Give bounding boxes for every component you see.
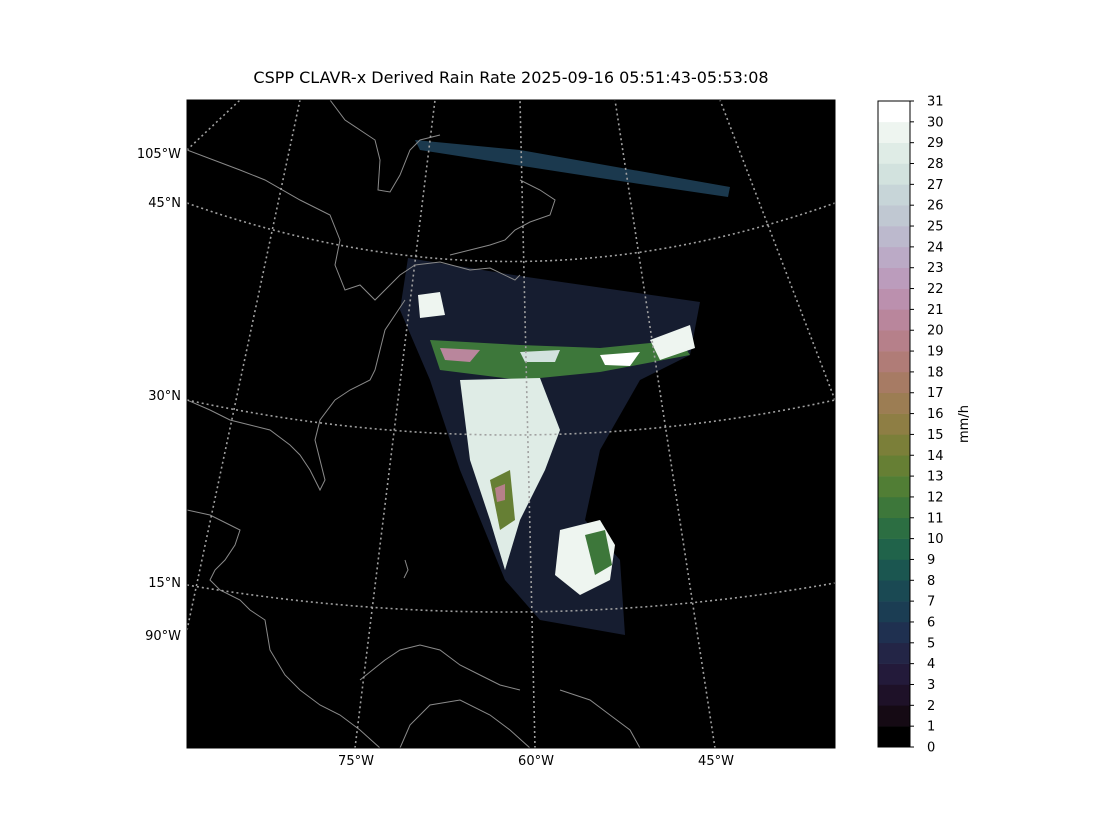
colorbar-bin-1 [878, 705, 910, 727]
lat-label-45n: 45°N [148, 196, 181, 211]
lat-label-15n: 15°N [148, 576, 181, 591]
lat-15 [187, 582, 835, 613]
colorbar-bin-12 [878, 476, 910, 498]
colorbar-bin-4 [878, 642, 910, 664]
lon-label-60w: 60°W [518, 754, 554, 769]
colorbar-tick-label: 9 [927, 553, 935, 568]
colorbar-frame [877, 100, 911, 748]
colorbar-tick-label: 28 [927, 157, 944, 172]
lat-30 [187, 399, 835, 436]
colorbar-tick-label: 19 [927, 345, 944, 360]
graticule [187, 100, 835, 748]
colorbar-bin-10 [878, 517, 910, 539]
colorbar-tick-label: 15 [927, 428, 944, 443]
colorbar-tick-label: 11 [927, 511, 944, 526]
colorbar-bin-8 [878, 559, 910, 581]
colorbar-tick-label: 21 [927, 303, 944, 318]
colorbar-label: mm/h [957, 405, 972, 443]
colorbar-bin-13 [878, 455, 910, 477]
colorbar-bin-21 [878, 288, 910, 310]
colorbar-bin-27 [878, 163, 910, 185]
colorbar-tick-label: 30 [927, 115, 944, 130]
colorbar-tick-label: 5 [927, 636, 935, 651]
colorbar-tick-label: 23 [927, 261, 944, 276]
colorbar-tick-label: 25 [927, 220, 944, 235]
colorbar-bin-23 [878, 246, 910, 269]
colorbar-tick-label: 29 [927, 136, 944, 151]
colorbar-tick-label: 20 [927, 324, 944, 339]
lon-label-105w: 105°W [137, 147, 181, 162]
colorbar-bin-19 [878, 330, 910, 352]
colorbar-bin-17 [878, 371, 910, 394]
chart-title: CSPP CLAVR-x Derived Rain Rate 2025-09-1… [253, 68, 769, 87]
lon-label-45w: 45°W [698, 754, 734, 769]
colorbar-bin-22 [878, 267, 910, 289]
colorbar-tick-label: 17 [927, 386, 944, 401]
colorbar-tick-label: 31 [927, 95, 944, 110]
lat-45 [187, 202, 835, 263]
colorbar-bin-16 [878, 392, 910, 414]
colorbar-tick-label: 24 [927, 240, 944, 255]
colorbar-bin-30 [878, 101, 910, 123]
colorbar-tick-label: 1 [927, 720, 935, 735]
colorbar-bin-6 [878, 601, 910, 623]
colorbar-bin-15 [878, 413, 910, 435]
colorbar-bin-20 [878, 309, 910, 331]
colorbar-tick-label: 2 [927, 699, 935, 714]
colorbar-bin-5 [878, 621, 910, 644]
colorbar-tick-label: 22 [927, 282, 944, 297]
colorbar-bin-28 [878, 142, 910, 164]
colorbar-bin-29 [878, 121, 910, 143]
rain-swath [400, 140, 730, 635]
colorbar-tick-label: 18 [927, 365, 944, 380]
colorbar-tick-label: 3 [927, 678, 935, 693]
colorbar-tick-label: 12 [927, 490, 944, 505]
lat-label-30n: 30°N [148, 389, 181, 404]
colorbar-bin-9 [878, 538, 910, 560]
colorbar-bin-0 [878, 726, 910, 748]
coastlines [187, 100, 641, 748]
colorbar-bin-11 [878, 496, 910, 519]
colorbar-tick-label: 6 [927, 615, 935, 630]
colorbar-bin-7 [878, 580, 910, 602]
colorbar-bin-26 [878, 184, 910, 206]
lon-label-75w: 75°W [338, 754, 374, 769]
colorbar-tick-label: 13 [927, 470, 944, 485]
colorbar-tick-label: 4 [927, 657, 935, 672]
colorbar-bin-14 [878, 434, 910, 456]
colorbar-bin-18 [878, 351, 910, 373]
colorbar-tick-label: 10 [927, 532, 944, 547]
colorbar-bin-25 [878, 205, 910, 227]
colorbar-tick-label: 8 [927, 574, 935, 589]
colorbar-tick-label: 14 [927, 449, 944, 464]
lon-label-90w: 90°W [145, 629, 181, 644]
rain-band [430, 340, 690, 380]
colorbar-tick-label: 0 [927, 741, 935, 756]
colorbar-tick-label: 16 [927, 407, 944, 422]
map-frame [186, 99, 836, 749]
colorbar: 0123456789101112131415161718192021222324… [877, 95, 944, 756]
colorbar-bin-2 [878, 684, 910, 706]
colorbar-tick-label: 7 [927, 595, 935, 610]
upper-swath [415, 140, 730, 197]
colorbar-bin-24 [878, 226, 910, 248]
colorbar-tick-label: 27 [927, 178, 944, 193]
colorbar-tick-label: 26 [927, 199, 944, 214]
colorbar-bin-3 [878, 663, 910, 685]
